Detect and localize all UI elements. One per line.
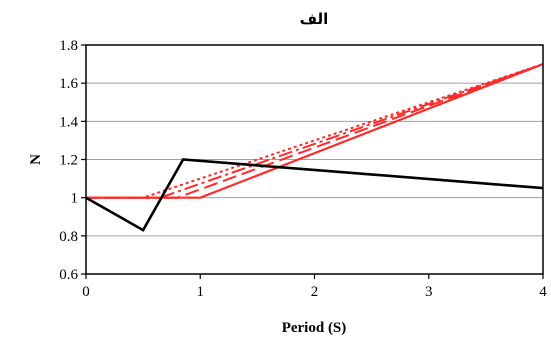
series-line-5 <box>86 63 544 199</box>
ticks: 0.6 0.8 1 1.2 1.4 1.6 1.8 0 1 2 3 4 <box>59 38 547 300</box>
y-tick-label-1: 0.8 <box>59 229 78 245</box>
series-line-3 <box>86 63 544 199</box>
x-tick-label-1: 1 <box>197 284 205 300</box>
x-axis-label: Period (S) <box>282 320 347 336</box>
y-tick-label-5: 1.6 <box>59 76 78 92</box>
chart-title: الف <box>300 10 329 28</box>
y-axis-label: N <box>28 154 44 165</box>
y-tick-label-6: 1.8 <box>59 38 78 54</box>
grid <box>86 82 543 237</box>
x-tick-label-0: 0 <box>82 284 90 300</box>
x-tick-label-3: 3 <box>425 284 433 300</box>
series-line-2 <box>86 63 544 199</box>
y-tick-label-3: 1.2 <box>59 153 78 169</box>
x-tick-label-4: 4 <box>539 284 547 300</box>
x-tick-label-2: 2 <box>311 284 319 300</box>
series-group <box>85 63 544 232</box>
y-tick-label-2: 1 <box>71 191 79 207</box>
series-line-1 <box>85 158 544 232</box>
y-tick-label-0: 0.6 <box>59 267 78 283</box>
series-line-4 <box>86 63 544 199</box>
y-tick-label-4: 1.4 <box>59 114 78 130</box>
